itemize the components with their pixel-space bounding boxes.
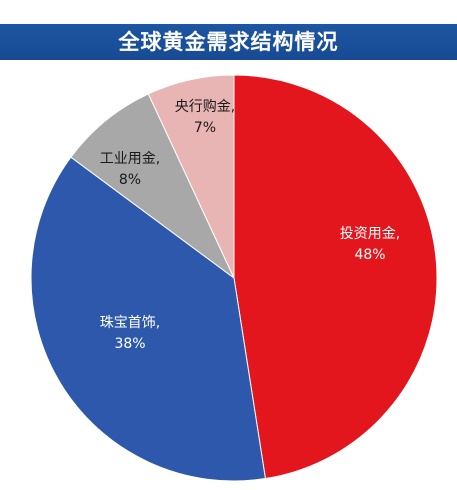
- pie-slice-2: [30, 156, 267, 482]
- slice-label-value-3: 8%: [119, 172, 141, 188]
- slice-label-name-1: 投资用金,: [340, 226, 400, 242]
- slice-label-value-2: 38%: [114, 336, 145, 352]
- pie-slice-3: [70, 93, 235, 279]
- pie-slice-1: [233, 74, 438, 480]
- chart-title: 全球黄金需求结构情况: [118, 30, 339, 54]
- slice-label-value-1: 48%: [354, 247, 385, 263]
- slice-label-name-3: 工业用金,: [100, 151, 160, 167]
- title-bar: 全球黄金需求结构情况: [0, 24, 457, 60]
- pie-slice-4: [147, 74, 235, 279]
- slice-label-name-2: 珠宝首饰,: [100, 315, 160, 331]
- slice-label-name-4: 央行购金,: [175, 99, 235, 115]
- slice-label-value-4: 7%: [194, 120, 216, 136]
